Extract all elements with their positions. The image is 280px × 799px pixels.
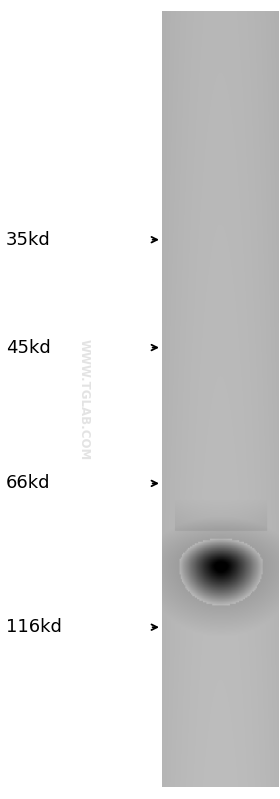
Text: 45kd: 45kd bbox=[6, 339, 50, 356]
Text: 116kd: 116kd bbox=[6, 618, 62, 636]
Text: 35kd: 35kd bbox=[6, 231, 50, 248]
Text: 66kd: 66kd bbox=[6, 475, 50, 492]
Text: WWW.TGLAB.COM: WWW.TGLAB.COM bbox=[78, 339, 90, 460]
